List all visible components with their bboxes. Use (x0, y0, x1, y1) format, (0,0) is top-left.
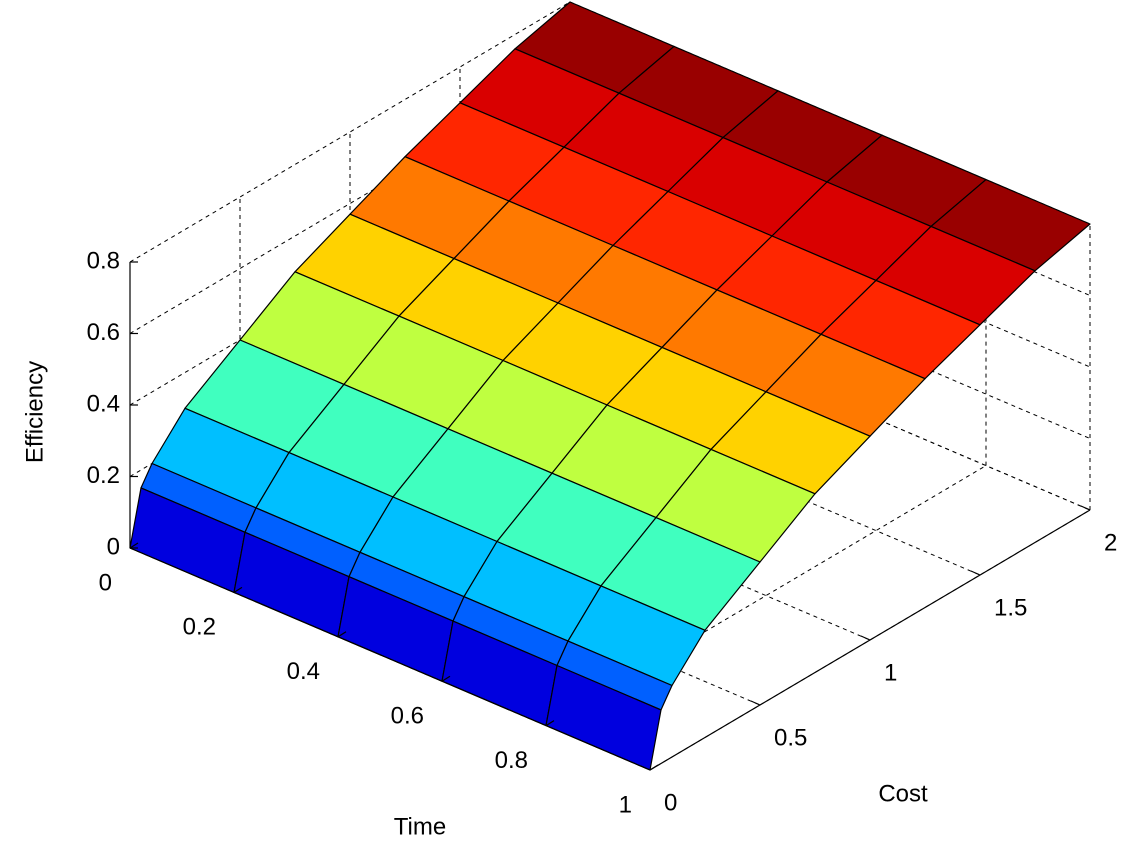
z-axis-label: Efficiency (21, 361, 48, 463)
x-tick-label: 0.4 (287, 658, 320, 685)
y-tick-label: 1.5 (994, 594, 1027, 621)
tick-mark (860, 635, 871, 641)
z-tick-label: 0.8 (87, 247, 120, 274)
x-axis-label: Time (394, 813, 446, 840)
z-tick-label: 0.4 (87, 390, 120, 417)
tick-mark (337, 631, 347, 638)
grid-line (545, 465, 987, 727)
y-tick-label: 1 (884, 659, 897, 686)
x-tick-label: 0 (99, 569, 112, 596)
y-tick-label: 0 (664, 789, 677, 816)
tick-mark (233, 586, 243, 593)
y-tick-label: 0.5 (774, 724, 807, 751)
surface (129, 1, 1091, 771)
tick-mark (750, 700, 761, 706)
z-tick-label: 0 (107, 533, 120, 560)
x-axis-line (129, 547, 651, 771)
z-tick-label: 0.6 (87, 319, 120, 346)
x-tick-label: 0.6 (391, 703, 424, 730)
tick-mark (970, 570, 981, 576)
grid-line (129, 1, 571, 263)
tick-mark (640, 765, 651, 771)
tick-mark (1080, 505, 1091, 511)
tick-mark (545, 720, 555, 727)
z-tick-label: 0.2 (87, 462, 120, 489)
tick-mark (649, 764, 659, 771)
y-axis-label: Cost (878, 780, 928, 807)
tick-mark (441, 675, 451, 682)
tick-mark (129, 542, 139, 549)
x-tick-label: 1 (619, 791, 632, 818)
x-tick-label: 0.8 (495, 747, 528, 774)
x-tick-label: 0.2 (183, 614, 216, 641)
y-tick-label: 2 (1104, 529, 1117, 556)
